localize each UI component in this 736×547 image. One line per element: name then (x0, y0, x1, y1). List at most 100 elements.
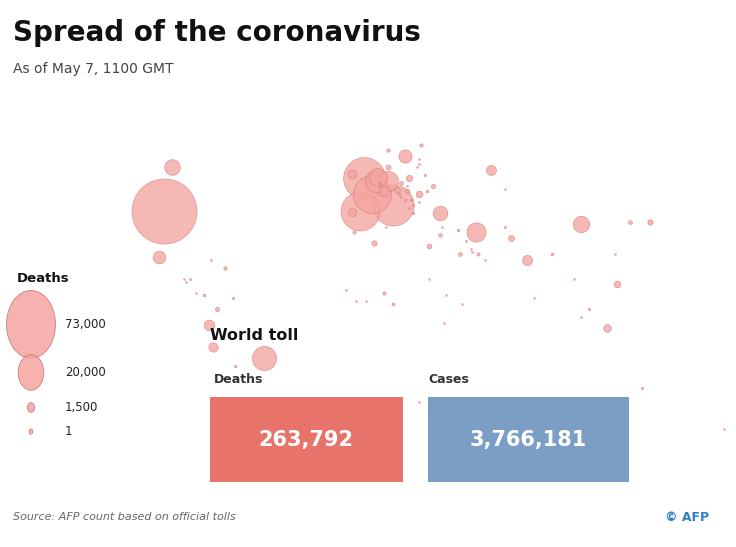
Point (456, 299, 468, 308)
Point (383, 176, 394, 185)
Point (375, 179, 386, 188)
Text: Cases: Cases (428, 373, 469, 386)
Text: 3,766,181: 3,766,181 (470, 430, 587, 450)
Text: 1,500: 1,500 (65, 401, 99, 414)
Point (528, 294, 539, 302)
Text: World toll: World toll (210, 328, 298, 343)
Text: 20,000: 20,000 (65, 366, 106, 379)
Circle shape (29, 429, 33, 434)
Point (420, 171, 431, 179)
Point (191, 288, 202, 297)
Point (411, 162, 423, 171)
Point (350, 296, 361, 305)
Point (394, 179, 406, 188)
Point (154, 253, 166, 261)
Point (383, 162, 394, 171)
Circle shape (7, 290, 55, 358)
Point (378, 187, 390, 196)
Point (360, 296, 372, 305)
Point (624, 217, 636, 226)
Point (372, 173, 384, 182)
Point (378, 288, 390, 297)
Point (346, 170, 358, 178)
Point (386, 201, 398, 210)
Text: Deaths: Deaths (17, 272, 69, 285)
Text: Deaths: Deaths (214, 373, 263, 386)
Point (227, 294, 239, 302)
Point (383, 146, 394, 155)
Point (339, 286, 351, 294)
Point (348, 228, 360, 237)
Point (428, 182, 439, 190)
Point (499, 184, 511, 193)
Point (413, 198, 425, 207)
Point (403, 203, 415, 212)
Point (434, 209, 445, 218)
Point (401, 182, 413, 190)
Point (258, 354, 269, 363)
Point (413, 398, 425, 406)
Point (184, 275, 196, 283)
Point (205, 255, 216, 264)
Point (583, 305, 595, 313)
Point (546, 250, 558, 259)
Point (370, 177, 382, 185)
Point (202, 321, 214, 330)
Point (368, 239, 380, 248)
Point (391, 186, 403, 195)
Point (180, 277, 192, 286)
Text: 73,000: 73,000 (65, 318, 106, 331)
Text: © AFP: © AFP (665, 511, 710, 523)
Point (436, 223, 447, 231)
Point (354, 206, 366, 215)
Point (413, 160, 425, 168)
FancyBboxPatch shape (210, 397, 403, 482)
Point (413, 154, 425, 163)
Point (381, 223, 392, 231)
Point (438, 318, 450, 327)
Point (423, 275, 435, 283)
Point (403, 173, 415, 182)
Point (454, 250, 466, 259)
Text: 263,792: 263,792 (259, 430, 354, 450)
Point (467, 247, 478, 256)
Text: As of May 7, 1100 GMT: As of May 7, 1100 GMT (13, 62, 174, 75)
Point (499, 223, 511, 231)
Point (422, 187, 434, 196)
Point (399, 152, 411, 160)
Point (473, 250, 484, 259)
Point (470, 228, 482, 237)
Text: 1: 1 (65, 425, 73, 438)
Point (401, 187, 413, 196)
Point (415, 141, 427, 149)
Point (386, 299, 398, 308)
Text: Source: AFP count based on official tolls: Source: AFP count based on official toll… (13, 512, 236, 522)
Point (636, 384, 648, 393)
Text: Spread of the coronavirus: Spread of the coronavirus (13, 19, 421, 47)
Point (207, 343, 219, 352)
Point (217, 398, 229, 406)
Point (407, 201, 419, 210)
Point (575, 220, 587, 229)
Point (407, 209, 419, 218)
Point (423, 242, 435, 251)
Point (210, 305, 222, 313)
Point (505, 234, 517, 242)
Point (440, 291, 452, 300)
Point (478, 255, 490, 264)
Point (452, 225, 464, 234)
Point (644, 217, 656, 226)
Point (612, 280, 623, 289)
Point (609, 250, 621, 259)
Point (460, 236, 472, 245)
Point (405, 195, 417, 204)
Point (394, 193, 406, 201)
Point (158, 206, 169, 215)
Point (399, 195, 411, 204)
Circle shape (27, 403, 35, 412)
Point (346, 208, 358, 217)
Point (569, 275, 581, 283)
Point (434, 231, 445, 240)
Point (166, 162, 177, 171)
Point (601, 324, 613, 333)
